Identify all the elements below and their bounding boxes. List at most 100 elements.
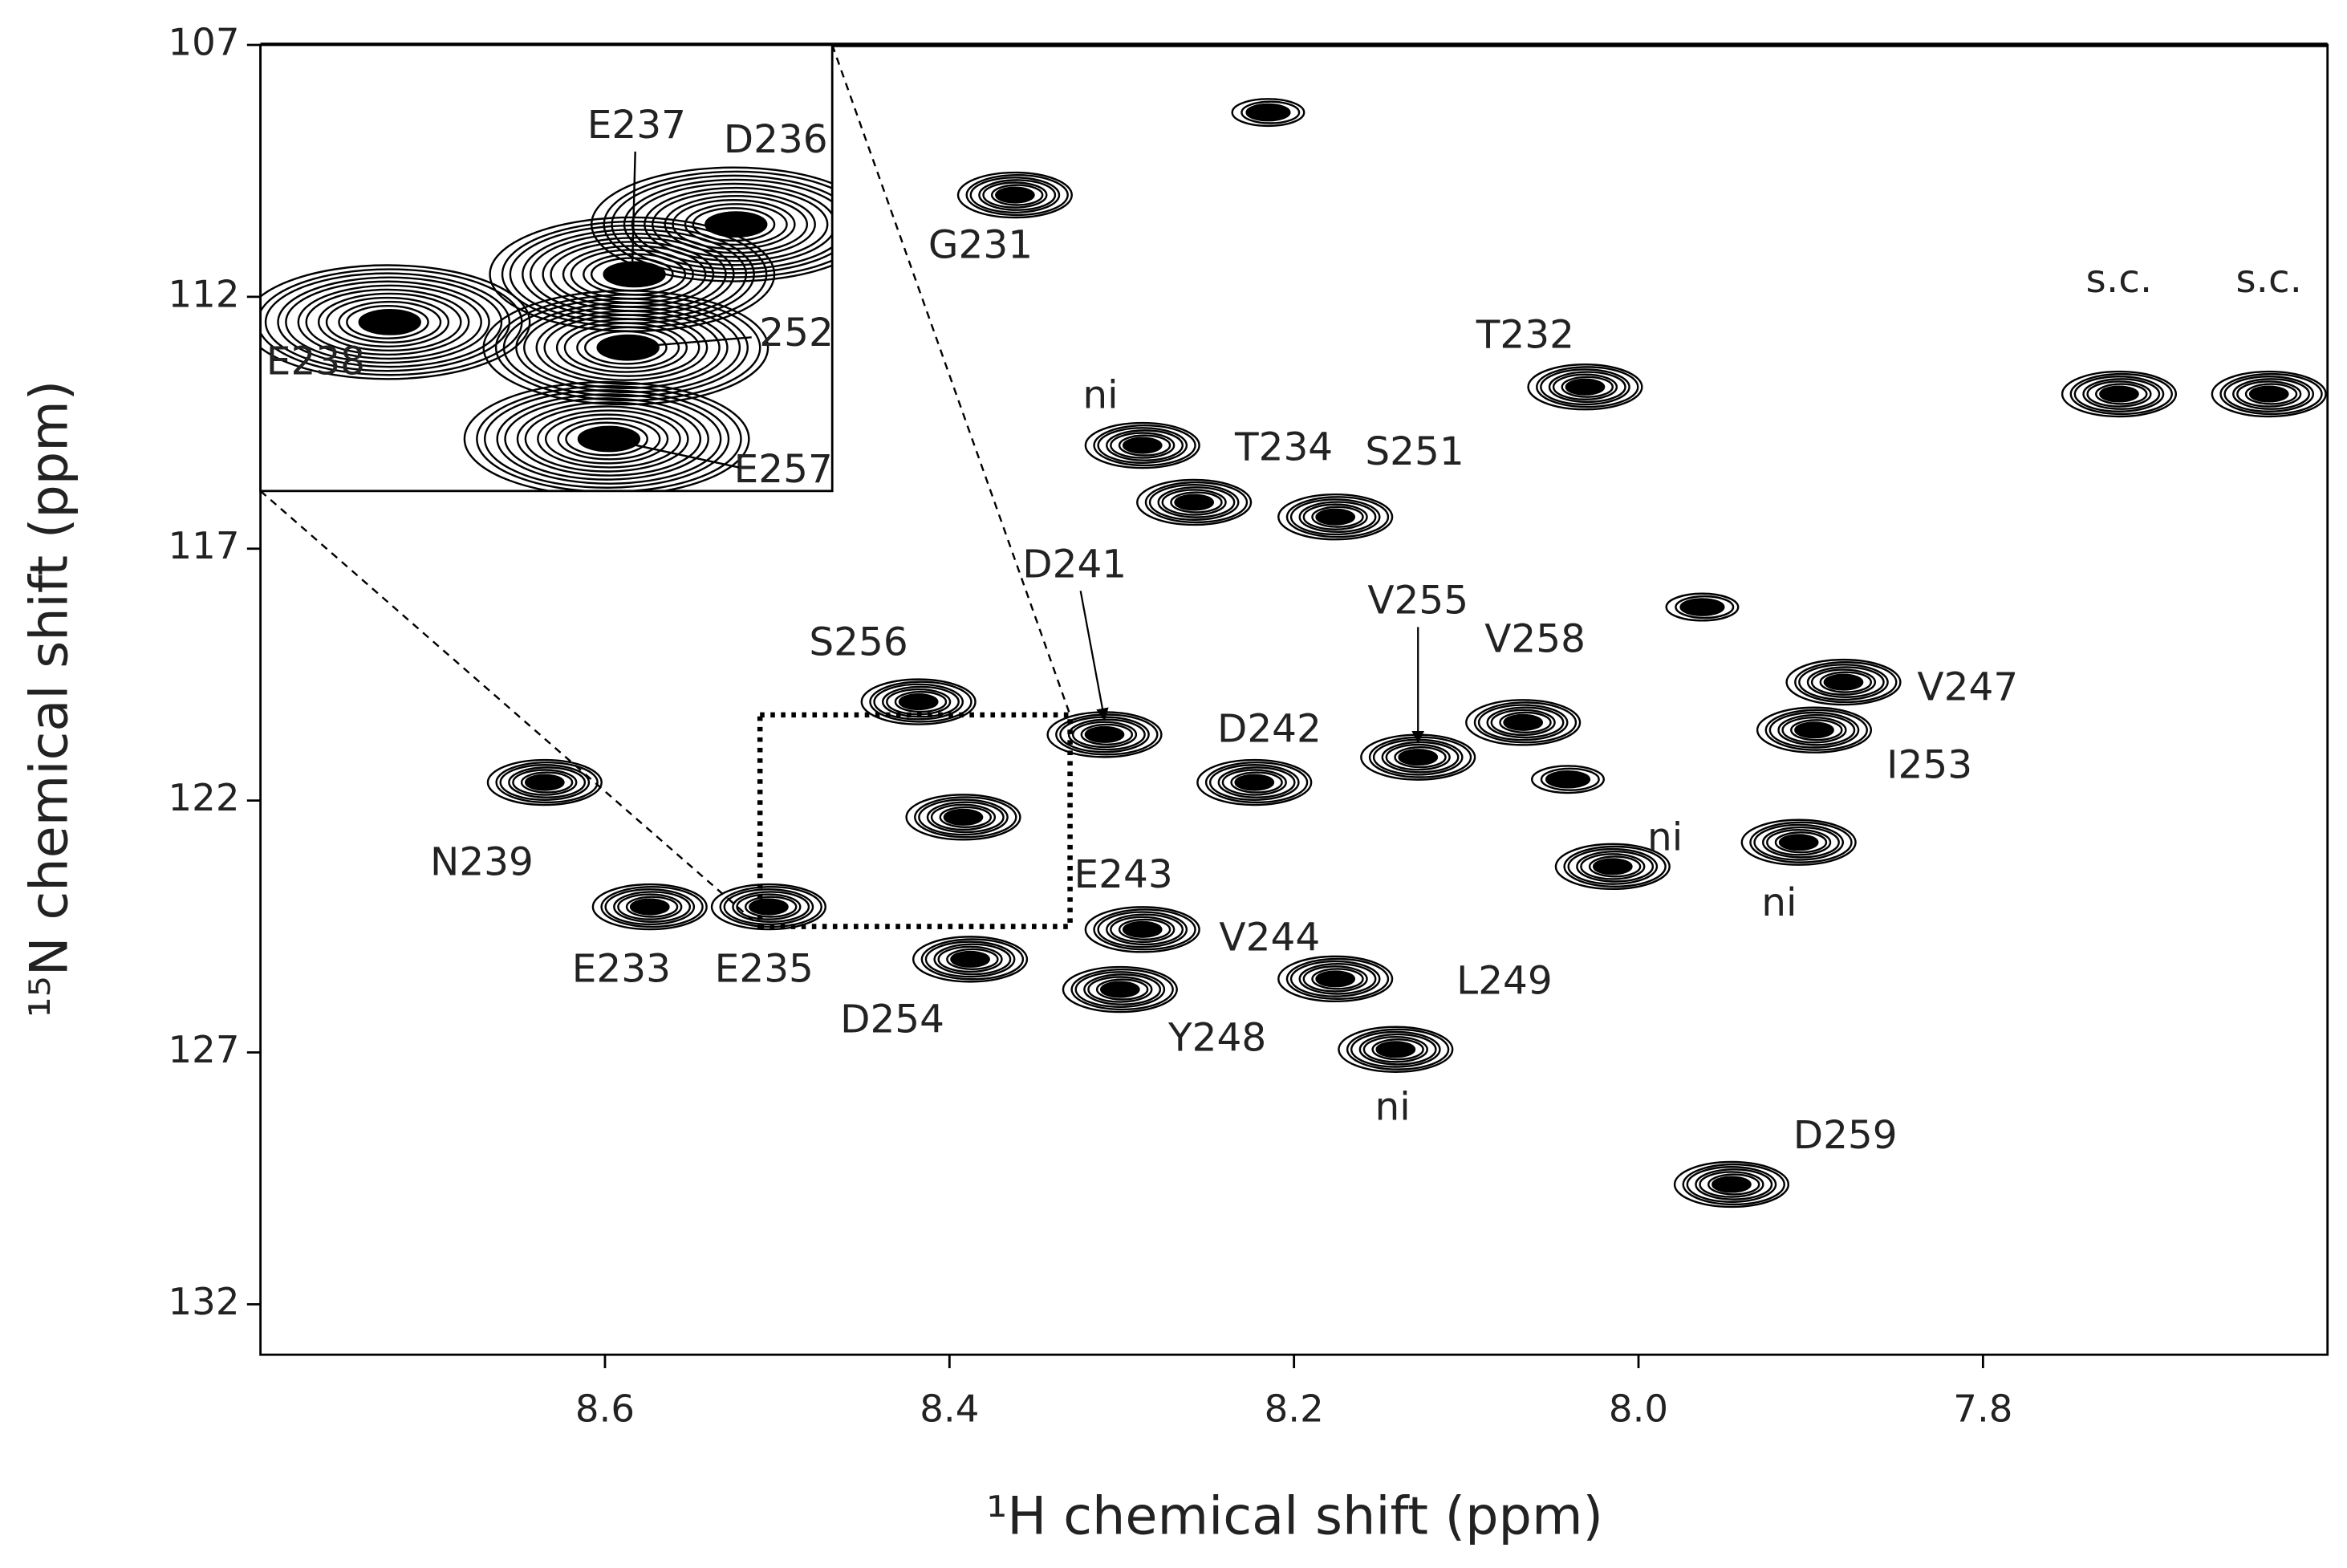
y-tick-label: 127	[168, 1028, 239, 1071]
contour	[1819, 671, 1872, 693]
contour	[603, 170, 833, 278]
contour	[544, 413, 669, 465]
contour	[1806, 726, 1822, 734]
contour	[1144, 481, 1249, 524]
contour	[1527, 364, 1643, 411]
peak	[486, 758, 603, 806]
contour	[1338, 1026, 1454, 1073]
contour	[1694, 603, 1711, 611]
contour	[1097, 911, 1188, 949]
contour	[978, 179, 1057, 211]
contour	[911, 698, 926, 705]
contour	[869, 680, 973, 723]
peak	[1531, 765, 1605, 794]
contour	[504, 397, 709, 481]
peak-label: V258	[1484, 617, 1586, 662]
peak	[1338, 1026, 1454, 1073]
contour	[338, 300, 442, 343]
contour	[346, 304, 429, 339]
contour	[860, 678, 977, 725]
peak-label: S251	[1365, 429, 1464, 474]
contour	[285, 280, 490, 364]
contour	[1756, 706, 1873, 754]
contour	[305, 288, 470, 356]
contour	[502, 298, 749, 398]
peak-label: D259	[1793, 1113, 1898, 1158]
contour	[563, 322, 688, 373]
contour	[1790, 719, 1843, 741]
peak	[1665, 592, 1740, 622]
contour	[1196, 758, 1313, 806]
peak	[1554, 843, 1671, 891]
contour	[1231, 98, 1305, 128]
contour	[1097, 731, 1112, 738]
contour	[1161, 489, 1227, 516]
contour	[576, 326, 680, 369]
contour	[2069, 372, 2173, 416]
contour	[956, 814, 971, 821]
contour	[1806, 666, 1885, 698]
peak	[1465, 699, 1582, 746]
contour	[1724, 1180, 1740, 1188]
contour	[591, 166, 833, 282]
inset-label: D236	[724, 117, 828, 162]
contour	[1753, 823, 1845, 861]
contour	[1095, 978, 1149, 1001]
peak-label: ni	[1082, 372, 1118, 417]
contour	[2261, 390, 2276, 398]
contour	[1567, 847, 1659, 885]
contour	[378, 317, 401, 327]
contour	[1388, 1046, 1403, 1054]
contour	[1157, 486, 1236, 518]
contour	[2219, 372, 2323, 416]
contour	[725, 219, 748, 230]
peak	[1231, 98, 1305, 128]
contour	[962, 956, 978, 963]
y-tick-label: 117	[168, 524, 239, 567]
contour	[732, 891, 810, 923]
spectrum	[486, 98, 2327, 1208]
contour	[325, 296, 450, 347]
contour	[933, 943, 1012, 976]
peak	[1084, 906, 1200, 953]
contour	[2244, 383, 2298, 405]
peak-label: E243	[1074, 852, 1172, 897]
contour	[1240, 100, 1301, 124]
peak-label: V255	[1367, 579, 1468, 624]
peak	[1136, 478, 1253, 526]
contour	[1083, 973, 1162, 1005]
contour	[1135, 441, 1150, 449]
contour	[1707, 1173, 1760, 1196]
peak-label: L249	[1456, 958, 1553, 1003]
contour	[1110, 916, 1176, 944]
x-tick-label: 8.2	[1265, 1387, 1324, 1431]
inset-label: E237	[587, 103, 686, 148]
contour	[613, 891, 692, 923]
contour	[496, 393, 722, 485]
leader-line	[1079, 591, 1109, 721]
contour	[1148, 484, 1240, 521]
contour	[1260, 108, 1277, 116]
peak-label: ni	[1374, 1084, 1410, 1129]
x-tick-label: 8.6	[575, 1387, 635, 1431]
contour	[1298, 501, 1377, 534]
contour	[1097, 427, 1188, 465]
contour	[1311, 506, 1364, 528]
inset-arrow	[625, 151, 640, 276]
contour	[557, 417, 661, 461]
contour	[1563, 845, 1667, 888]
contour	[1208, 764, 1300, 802]
x-tick-label: 7.8	[1953, 1387, 2012, 1431]
contour	[939, 806, 993, 828]
peak-label: T234	[1234, 425, 1333, 470]
contour	[1686, 1166, 1777, 1203]
peak-label: G231	[928, 222, 1033, 267]
contour	[623, 269, 646, 280]
contour	[1764, 709, 1869, 751]
contour	[2095, 383, 2148, 405]
contour	[1761, 826, 1840, 859]
peak	[1062, 965, 1178, 1014]
contour	[1093, 424, 1196, 467]
contour	[990, 184, 1044, 206]
